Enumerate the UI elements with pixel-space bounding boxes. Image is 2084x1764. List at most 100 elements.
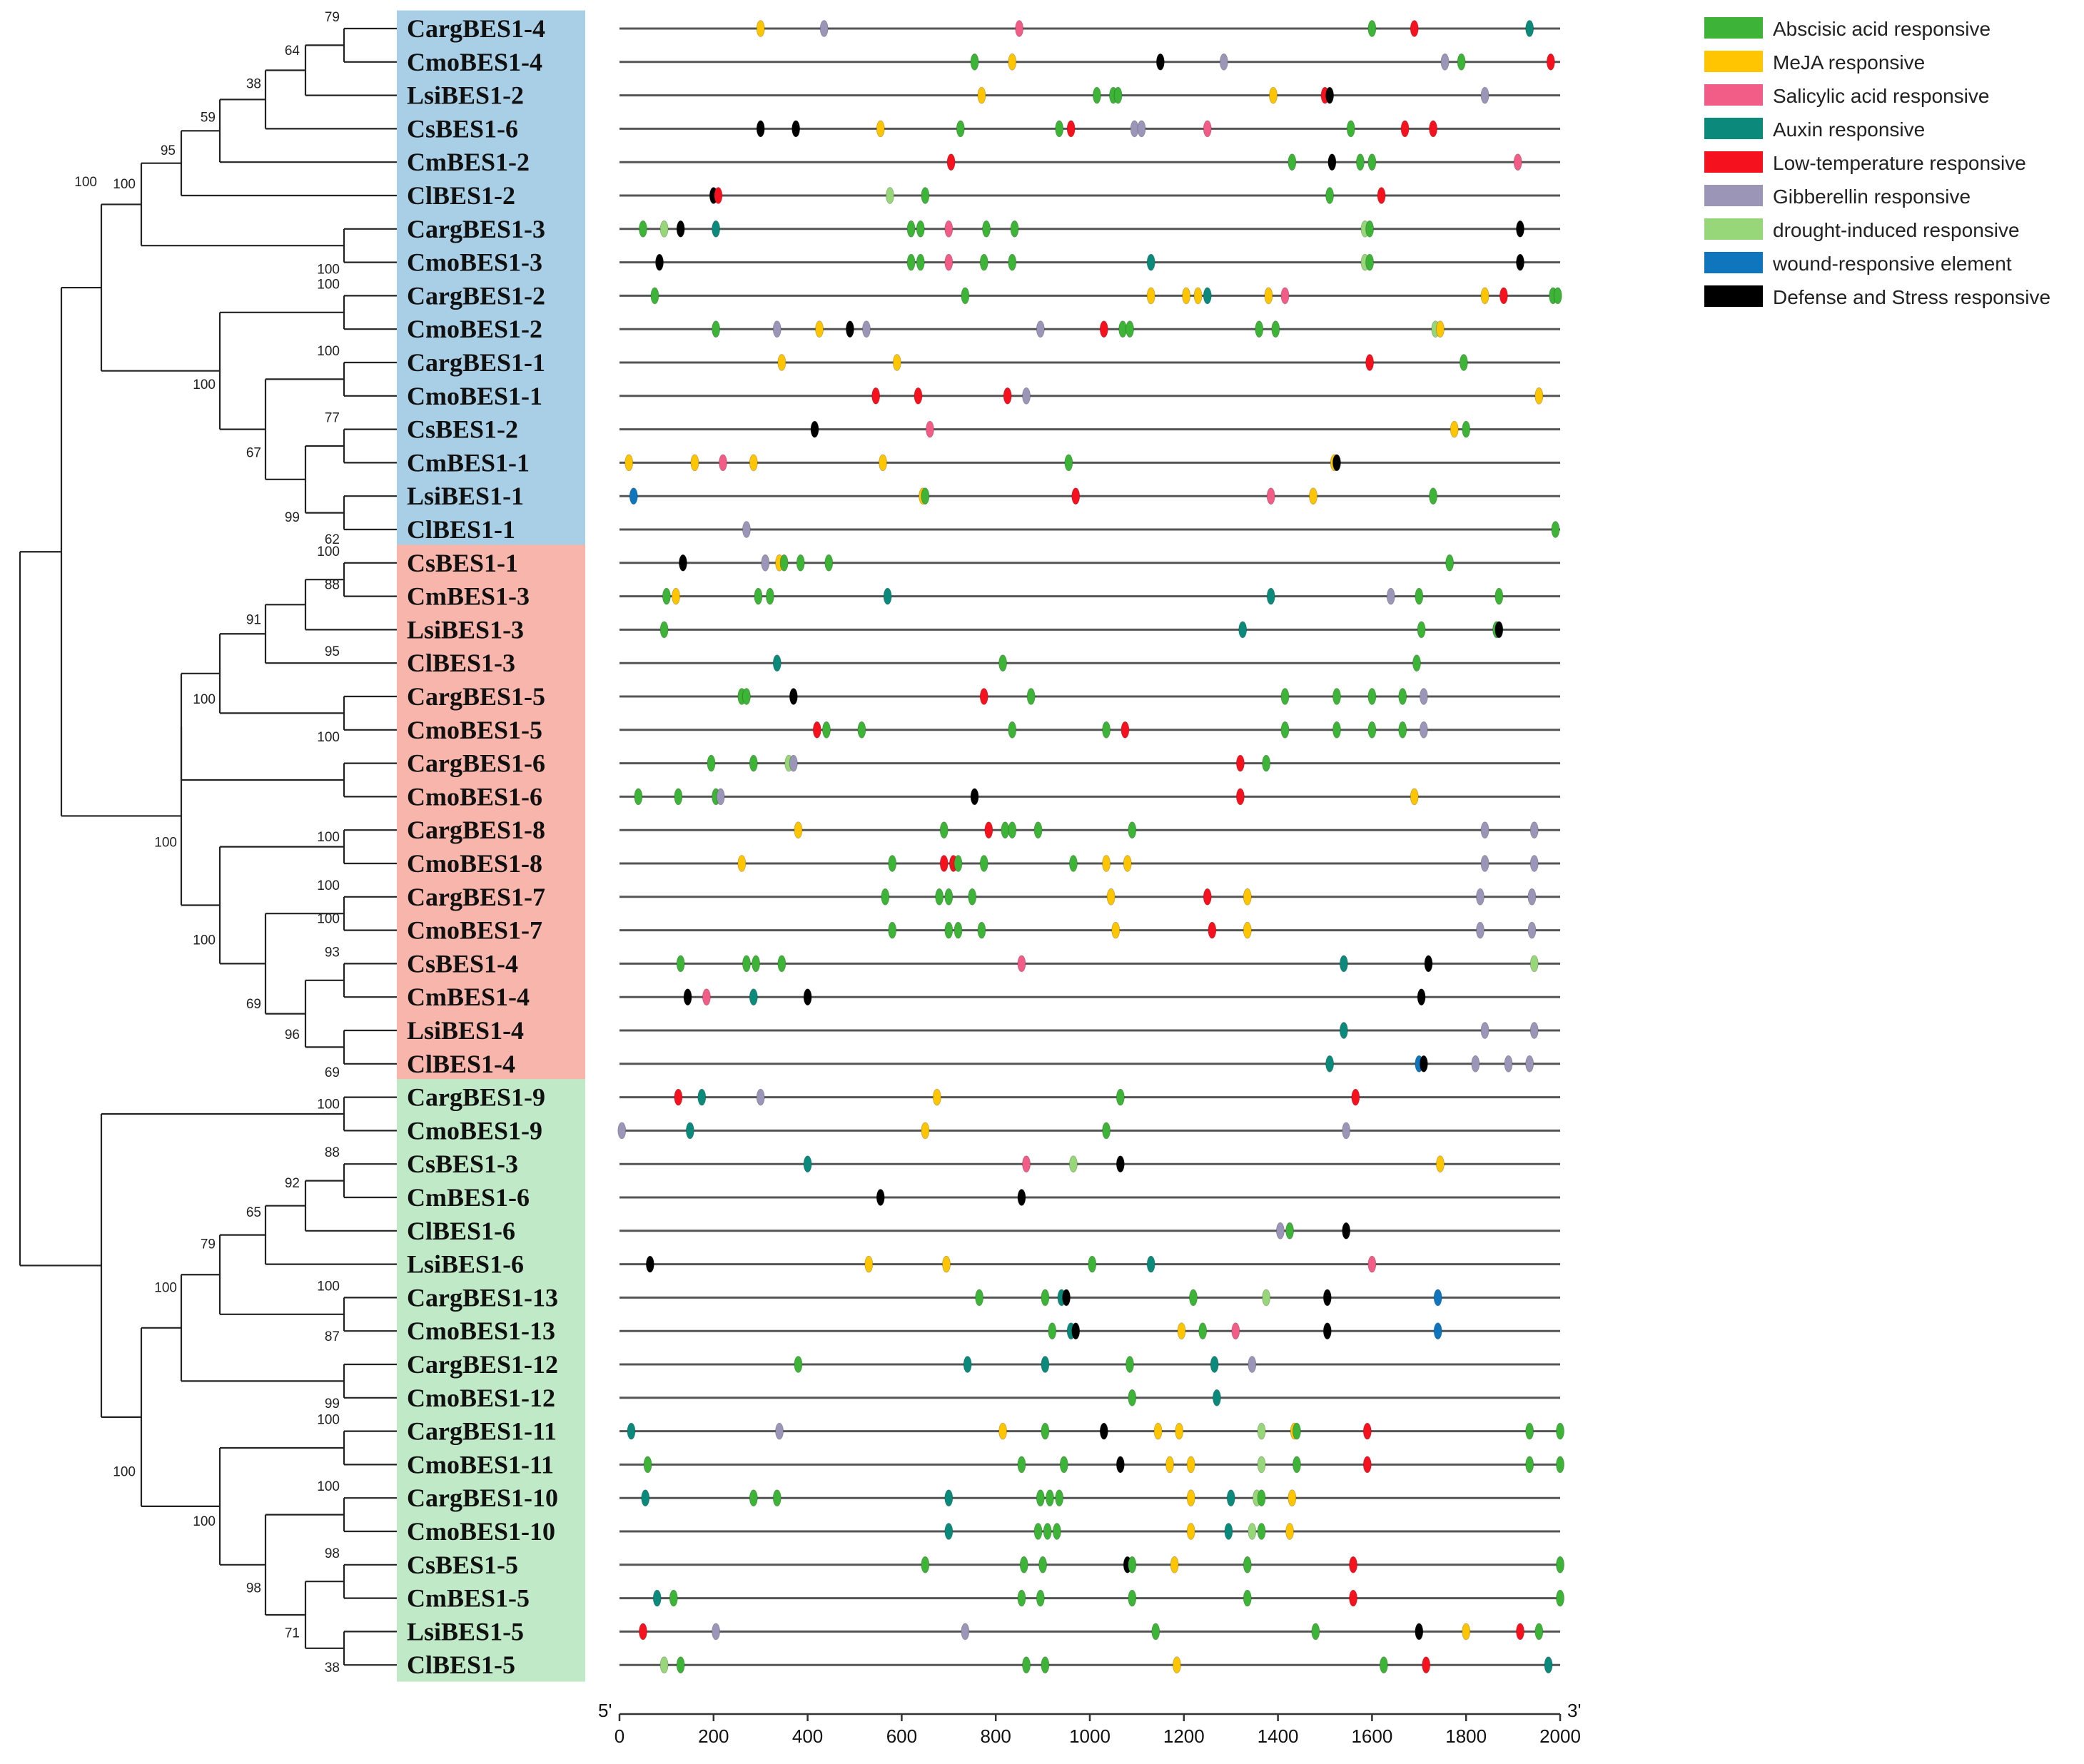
bootstrap-value: 100: [317, 1413, 340, 1428]
cis-element-aba: [977, 921, 986, 939]
bootstrap-value: 77: [325, 411, 340, 426]
legend-swatch: [1704, 252, 1763, 273]
gene-label: CmoBES1-6: [407, 782, 542, 811]
cis-element-meja: [672, 587, 680, 605]
cis-element-lt: [1121, 721, 1130, 739]
cis-element-wd: [1433, 1289, 1442, 1307]
bootstrap-value: 88: [325, 578, 340, 593]
cis-element-lt: [1422, 1656, 1431, 1674]
gene-label: CargBES1-7: [407, 883, 545, 911]
cis-element-lt: [1071, 487, 1081, 505]
cis-element-sa: [944, 253, 954, 271]
cis-element-aux: [1238, 621, 1248, 639]
cis-element-dr: [1257, 1422, 1266, 1440]
cis-element-ga: [1527, 888, 1537, 906]
cis-element-aba: [712, 320, 720, 338]
cis-element-aba: [979, 855, 988, 872]
cis-element-aba: [1017, 1589, 1026, 1607]
bootstrap-value: 100: [317, 830, 340, 845]
cis-element-aba: [888, 921, 897, 939]
cis-element-aba: [1280, 688, 1290, 705]
cis-element-aba: [639, 220, 647, 238]
cis-element-meja: [1182, 287, 1190, 305]
cis-element-sa: [926, 420, 934, 438]
gene-label: CargBES1-3: [407, 215, 545, 243]
cis-element-aux: [685, 1122, 694, 1140]
cis-element-ds: [1327, 153, 1337, 171]
cis-element-aba: [1036, 1589, 1045, 1607]
cis-element-ds: [683, 988, 692, 1006]
cis-element-ds: [1322, 1322, 1332, 1340]
cis-element-meja: [1186, 1489, 1195, 1507]
cis-element-ds: [1155, 53, 1165, 71]
legend-label: Gibberellin responsive: [1773, 186, 1971, 208]
cis-element-ds: [1494, 621, 1504, 639]
cis-element-aux: [944, 1523, 954, 1540]
bootstrap-value: 93: [325, 945, 340, 960]
legend: Abscisic acid responsive MeJA responsive S…: [1704, 17, 2050, 308]
gene-label: ClBES1-2: [407, 181, 515, 210]
cis-element-aba: [1046, 1489, 1054, 1507]
cis-element-aba: [1365, 220, 1375, 238]
cis-element-meja: [1186, 1456, 1195, 1474]
cis-element-lt: [871, 387, 881, 405]
x-tick-label: 1600: [1351, 1725, 1392, 1747]
cis-element-aba: [939, 821, 949, 839]
cis-element-aux: [712, 220, 720, 238]
cis-element-aba: [822, 721, 831, 739]
bootstrap-value: 100: [317, 277, 340, 292]
cis-element-aux: [1544, 1656, 1553, 1674]
bootstrap-value: 100: [193, 692, 216, 707]
bootstrap-value: 100: [113, 1464, 136, 1479]
cis-element-aux: [963, 1356, 972, 1373]
cis-element-ds: [1116, 1456, 1125, 1474]
five-prime-label: 5': [598, 1700, 612, 1721]
cis-element-ga: [1471, 1055, 1480, 1073]
cis-element-aba: [1026, 688, 1036, 705]
cis-element-aba: [1551, 521, 1560, 538]
gene-labels: CargBES1-4 CmoBES1-4 LsiBES1-2 CsBES1-6 CmBE…: [407, 14, 558, 1679]
cis-element-aba: [888, 855, 897, 872]
cis-element-aba: [1064, 454, 1073, 472]
gene-label: LsiBES1-4: [407, 1016, 524, 1045]
legend-label: Defense and Stress responsive: [1773, 286, 2050, 308]
cis-element-aba: [1271, 320, 1280, 338]
cis-element-ga: [1419, 688, 1428, 705]
cis-element-ga: [1527, 921, 1537, 939]
cis-element-aba: [857, 721, 866, 739]
cis-element-ga: [1248, 1356, 1257, 1373]
bootstrap-value: 100: [317, 544, 340, 559]
clade-color-boxes: [397, 10, 585, 1682]
cis-element-ga: [1529, 821, 1539, 839]
cis-element-aba: [1288, 153, 1297, 171]
cis-element-meja: [977, 86, 986, 104]
cis-element-aux: [1146, 1255, 1155, 1273]
cis-element-aba: [1367, 688, 1377, 705]
cis-element-aba: [1460, 354, 1468, 371]
gene-label: CmoBES1-13: [407, 1317, 555, 1345]
cis-element-aba: [1257, 1489, 1266, 1507]
cis-element-aux: [883, 587, 892, 605]
cis-element-ds: [1342, 1222, 1351, 1240]
cis-element-meja: [1193, 287, 1203, 305]
cis-element-ga: [1476, 888, 1484, 906]
cis-element-ga: [1529, 1022, 1539, 1039]
cis-element-meja: [690, 454, 699, 472]
cis-element-ds: [1062, 1289, 1071, 1307]
cis-element-lt: [1362, 1456, 1372, 1474]
gene-label: ClBES1-1: [407, 515, 515, 544]
cis-element-lt: [1516, 1623, 1524, 1641]
cis-element-ga: [1480, 1022, 1489, 1039]
gene-label: CmoBES1-9: [407, 1116, 542, 1145]
cis-element-aba: [1128, 821, 1137, 839]
promoter-tracks: [617, 20, 1564, 1674]
cis-element-dr: [659, 1656, 669, 1674]
cis-element-aux: [803, 1155, 812, 1173]
cis-element-meja: [1410, 788, 1419, 806]
cis-element-aba: [954, 855, 963, 872]
cis-element-lt: [1203, 888, 1212, 906]
gene-label: CmBES1-6: [407, 1183, 530, 1212]
cis-element-ga: [1476, 921, 1484, 939]
gene-label: CargBES1-12: [407, 1350, 558, 1379]
cis-element-aba: [749, 754, 758, 772]
